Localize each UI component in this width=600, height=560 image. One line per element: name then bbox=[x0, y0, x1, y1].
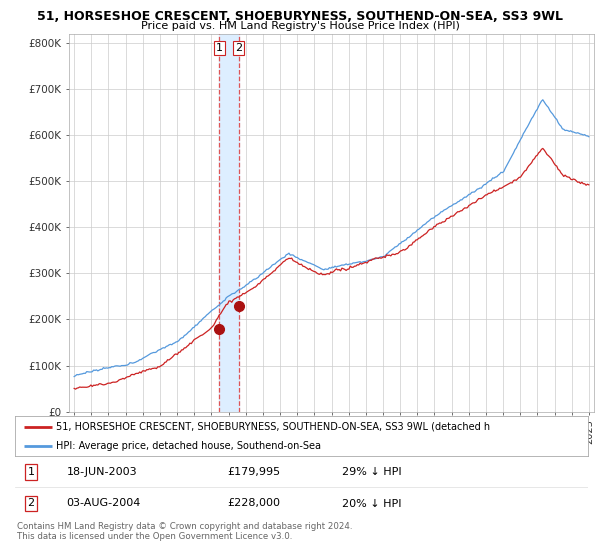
Text: 2: 2 bbox=[28, 498, 35, 508]
Text: 51, HORSESHOE CRESCENT, SHOEBURYNESS, SOUTHEND-ON-SEA, SS3 9WL (detached h: 51, HORSESHOE CRESCENT, SHOEBURYNESS, SO… bbox=[56, 422, 490, 432]
Bar bbox=[219, 34, 239, 412]
Text: Price paid vs. HM Land Registry's House Price Index (HPI): Price paid vs. HM Land Registry's House … bbox=[140, 21, 460, 31]
Text: £179,995: £179,995 bbox=[227, 467, 280, 477]
Text: 51, HORSESHOE CRESCENT, SHOEBURYNESS, SOUTHEND-ON-SEA, SS3 9WL: 51, HORSESHOE CRESCENT, SHOEBURYNESS, SO… bbox=[37, 10, 563, 23]
Text: 2: 2 bbox=[235, 43, 242, 53]
Text: 18-JUN-2003: 18-JUN-2003 bbox=[67, 467, 137, 477]
Text: Contains HM Land Registry data © Crown copyright and database right 2024.: Contains HM Land Registry data © Crown c… bbox=[17, 522, 352, 531]
Text: £228,000: £228,000 bbox=[227, 498, 280, 508]
Text: This data is licensed under the Open Government Licence v3.0.: This data is licensed under the Open Gov… bbox=[17, 532, 292, 541]
Text: 20% ↓ HPI: 20% ↓ HPI bbox=[341, 498, 401, 508]
Text: HPI: Average price, detached house, Southend-on-Sea: HPI: Average price, detached house, Sout… bbox=[56, 441, 321, 450]
Text: 29% ↓ HPI: 29% ↓ HPI bbox=[341, 467, 401, 477]
Text: 1: 1 bbox=[216, 43, 223, 53]
Text: 03-AUG-2004: 03-AUG-2004 bbox=[67, 498, 141, 508]
Text: 1: 1 bbox=[28, 467, 35, 477]
